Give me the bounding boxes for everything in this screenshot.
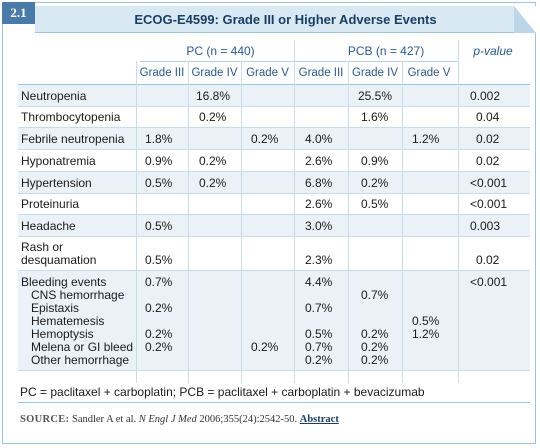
cell-pvalue: <0.001 (470, 176, 508, 190)
adverse-events-table: Neutropenia 16.8% 25.5% 0.002 Thrombocyt… (18, 85, 530, 371)
cell-pcb-grade4: 25.5% (358, 89, 393, 103)
cell-pcb-grade3: 6.8% (305, 176, 333, 190)
cell-pcb-grade5: 0.5% 1.2% (412, 314, 440, 341)
column-divider (294, 40, 295, 383)
table-row: Headache 0.5% 3.0% 0.003 (18, 215, 530, 237)
cell-pcb-grade4: 0.5% (361, 197, 389, 211)
cell-pc-grade3: 0.5% (145, 176, 173, 190)
column-divider (458, 40, 459, 383)
row-label: Rash or desquamation (21, 240, 97, 267)
footnote: PC = paclitaxel + carboplatin; PCB = pac… (20, 385, 425, 399)
cell-pvalue: 0.02 (476, 132, 500, 146)
cell-pc-grade5: 0.2% (251, 132, 279, 146)
cell-pcb-grade3: 4.0% (305, 132, 333, 146)
cell-pcb-grade3: 3.0% (305, 219, 333, 233)
cell-pvalue: 0.02 (476, 253, 500, 267)
cell-pc-grade4: 0.2% (199, 176, 227, 190)
group-rule-pc (140, 61, 298, 62)
subheader-pc-grade4: Grade IV (191, 67, 238, 79)
row-label: Hyponatremia (21, 154, 96, 168)
cell-pc-grade3: 0.9% (145, 154, 173, 168)
table-row: Thrombocytopenia 0.2% 1.6% 0.04 (18, 107, 530, 128)
cell-pvalue: 0.04 (476, 110, 500, 124)
group-header-pcb: PCB (n = 427) (347, 44, 425, 58)
cell-pvalue: <0.001 (470, 197, 508, 211)
subheader-pcb-grade5: Grade V (407, 67, 451, 79)
cell-pvalue: 0.003 (470, 219, 501, 233)
cell-pc-grade4: 16.8% (196, 89, 231, 103)
abstract-link[interactable]: Abstract (299, 414, 339, 425)
source-citation: 2006;355(24):2542-50. (199, 414, 298, 425)
cell-pcb-grade3: 4.4% 0.7% 0.5% 0.7% 0.2% (305, 275, 333, 367)
cell-pc-grade4: 0.2% (199, 110, 227, 124)
row-label: Neutropenia (21, 89, 87, 103)
cell-pcb-grade4: 0.7% 0.2% 0.2% 0.2% (361, 288, 389, 367)
table-row: Febrile neutropenia 1.8% 0.2% 4.0% 1.2% … (18, 128, 530, 150)
column-divider (241, 61, 242, 383)
column-divider (136, 61, 137, 383)
source-label: SOURCE: (20, 414, 70, 425)
cell-pc-grade3: 1.8% (145, 132, 173, 146)
cell-pvalue: 0.02 (476, 154, 500, 168)
source-authors: Sandler A et al. (71, 414, 137, 425)
column-divider (348, 61, 349, 383)
row-label: Thrombocytopenia (21, 110, 121, 124)
header-rule (18, 84, 530, 85)
group-rule-pcb (298, 61, 458, 62)
column-divider (402, 61, 403, 383)
row-label: Hypertension (21, 176, 92, 190)
source-rule (18, 402, 530, 403)
subheader-pc-grade5: Grade V (246, 67, 289, 79)
table-row: Bleeding events CNS hemorrhage Epistaxis… (18, 271, 530, 371)
cell-pc-grade5: 0.2% (251, 340, 279, 354)
source-journal: N Engl J Med (138, 414, 197, 425)
cell-pcb-grade4: 0.9% (361, 154, 389, 168)
cell-pc-grade3: 0.7% 0.2% 0.2% 0.2% (145, 275, 173, 354)
folded-corner-icon (514, 6, 536, 33)
table-row: Rash or desquamation 0.5% 2.3% 0.02 (18, 237, 530, 271)
row-label: Bleeding events CNS hemorrhage Epistaxis… (21, 275, 134, 367)
cell-pc-grade3: 0.5% (145, 253, 173, 267)
table-title: ECOG-E4599: Grade III or Higher Adverse … (134, 12, 437, 27)
cell-pvalue: <0.001 (470, 275, 508, 289)
table-row: Proteinuria 2.6% 0.5% <0.001 (18, 194, 530, 215)
subheader-pcb-grade4: Grade IV (351, 67, 399, 79)
cell-pcb-grade4: 1.6% (361, 110, 389, 124)
row-label: Febrile neutropenia (21, 132, 125, 146)
column-divider (188, 61, 189, 383)
cell-pcb-grade3: 2.6% (305, 197, 333, 211)
cell-pc-grade4: 0.2% (199, 154, 227, 168)
row-label: Headache (21, 219, 76, 233)
figure-number-badge: 2.1 (2, 2, 35, 24)
cell-pcb-grade3: 2.3% (305, 253, 333, 267)
group-header-pvalue: p-value (473, 44, 513, 58)
cell-pcb-grade4: 0.2% (361, 176, 389, 190)
group-header-pc: PC (n = 440) (186, 44, 255, 58)
subheader-pcb-grade3: Grade III (298, 67, 344, 79)
cell-pcb-grade3: 2.6% (305, 154, 333, 168)
table-row: Hypertension 0.5% 0.2% 6.8% 0.2% <0.001 (18, 172, 530, 194)
subheader-pc-grade3: Grade III (139, 67, 185, 79)
source-line: SOURCE: Sandler A et al. N Engl J Med 20… (20, 414, 339, 425)
table-row: Hyponatremia 0.9% 0.2% 2.6% 0.9% 0.02 (18, 150, 530, 172)
table-row: Neutropenia 16.8% 25.5% 0.002 (18, 85, 530, 107)
title-bar: ECOG-E4599: Grade III or Higher Adverse … (35, 6, 536, 33)
cell-pvalue: 0.002 (470, 89, 501, 103)
row-label: Proteinuria (21, 197, 80, 211)
cell-pc-grade3: 0.5% (145, 219, 173, 233)
cell-pcb-grade5: 1.2% (412, 132, 440, 146)
